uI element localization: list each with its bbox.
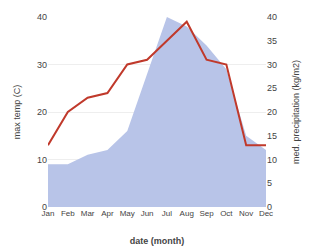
svg-text:Dec: Dec — [259, 209, 273, 218]
svg-text:Mar: Mar — [81, 209, 95, 218]
svg-text:0: 0 — [267, 202, 272, 212]
svg-text:15: 15 — [267, 131, 277, 141]
svg-text:Oct: Oct — [220, 209, 233, 218]
svg-text:med. precipitation (kg/m2): med. precipitation (kg/m2) — [291, 60, 301, 164]
svg-text:30: 30 — [267, 60, 277, 70]
svg-text:Sep: Sep — [199, 209, 214, 218]
svg-text:40: 40 — [267, 12, 277, 22]
svg-text:Jan: Jan — [42, 209, 55, 218]
svg-text:10: 10 — [37, 155, 47, 165]
svg-text:date (month): date (month) — [130, 236, 185, 246]
svg-text:20: 20 — [267, 107, 277, 117]
svg-text:Jun: Jun — [141, 209, 154, 218]
svg-text:20: 20 — [37, 107, 47, 117]
svg-text:max temp (C): max temp (C) — [12, 85, 22, 140]
svg-text:Jul: Jul — [162, 209, 172, 218]
svg-text:May: May — [120, 209, 135, 218]
svg-text:40: 40 — [37, 12, 47, 22]
svg-text:0: 0 — [42, 202, 47, 212]
svg-text:Apr: Apr — [101, 209, 114, 218]
svg-text:Aug: Aug — [180, 209, 194, 218]
svg-text:30: 30 — [37, 60, 47, 70]
svg-text:Nov: Nov — [239, 209, 253, 218]
svg-text:35: 35 — [267, 36, 277, 46]
svg-text:25: 25 — [267, 83, 277, 93]
svg-text:10: 10 — [267, 155, 277, 165]
svg-text:5: 5 — [267, 178, 272, 188]
svg-text:Feb: Feb — [61, 209, 75, 218]
